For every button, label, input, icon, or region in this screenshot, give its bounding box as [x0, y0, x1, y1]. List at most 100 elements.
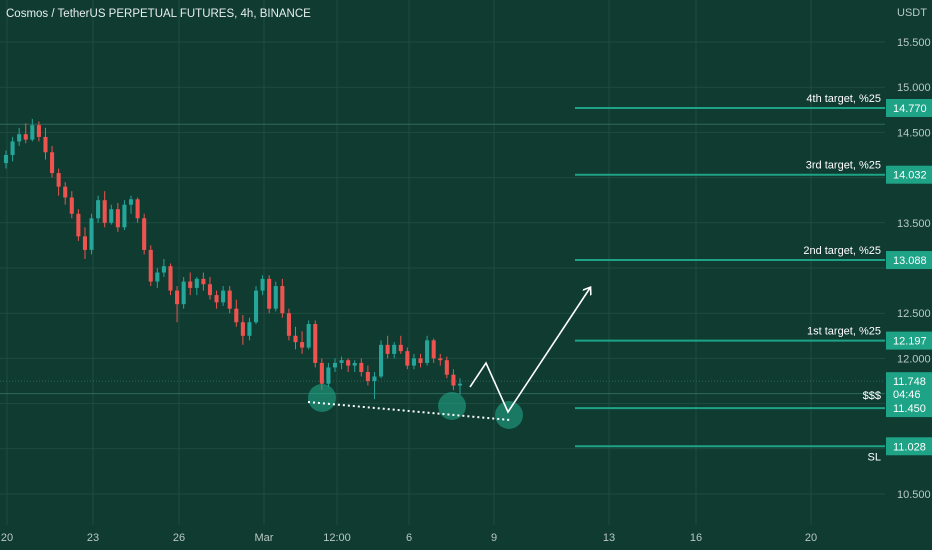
- candle: [346, 358, 351, 372]
- candle-body: [405, 351, 410, 366]
- candle-body: [438, 358, 443, 361]
- candle: [451, 369, 456, 391]
- liquidity-circle-1: [308, 384, 336, 412]
- candle-body: [332, 362, 338, 368]
- time-tick-label: 16: [690, 532, 702, 544]
- candle: [115, 202, 120, 232]
- candle-body: [457, 383, 463, 386]
- levels-layer: 4th target, %25 3rd target, %25 2nd target…: [575, 93, 885, 463]
- candle: [247, 317, 252, 341]
- candle: [96, 195, 101, 223]
- candle: [161, 258, 166, 278]
- current-price-tag: [886, 372, 932, 403]
- level-price-tag: [886, 165, 932, 184]
- candle: [280, 278, 285, 318]
- time-tick-label: 6: [406, 532, 412, 544]
- price-axis[interactable]: 15.500 15.000 14.500 13.500 12.500 12.000 10.5…: [897, 7, 931, 501]
- candle: [405, 347, 410, 370]
- time-tick-label: 12:00: [323, 532, 351, 544]
- level-price-text: 14.770: [893, 103, 927, 115]
- candle-body: [148, 249, 153, 282]
- candle: [267, 275, 272, 314]
- currency-label: USDT: [897, 7, 927, 19]
- candle-body: [379, 344, 384, 377]
- candle-body: [214, 295, 219, 303]
- level-label: SL: [868, 451, 881, 463]
- level-price-tag: [886, 399, 932, 418]
- candle-body: [96, 200, 101, 219]
- candle-body: [89, 218, 94, 250]
- level-price-text: 13.088: [893, 255, 927, 267]
- candle-body: [188, 281, 193, 288]
- level-price-tag: [886, 98, 932, 117]
- candle-body: [63, 186, 68, 198]
- candle-body: [372, 376, 377, 381]
- price-tick-label: 13.500: [897, 218, 931, 230]
- time-tick-label: 23: [87, 532, 99, 544]
- level-label: $$$: [863, 390, 881, 402]
- time-tick-label: 20: [805, 532, 817, 544]
- candle: [10, 136, 15, 162]
- candle-body: [247, 322, 252, 336]
- candle: [260, 275, 265, 296]
- candle-body: [36, 125, 41, 137]
- price-tick-label: 12.500: [897, 308, 931, 320]
- candle: [418, 353, 423, 368]
- time-axis[interactable]: 20 23 26 Mar 12:00 6 9 13 16 20: [1, 532, 817, 544]
- candle-body: [365, 371, 370, 381]
- candle: [372, 371, 377, 400]
- candle: [273, 281, 278, 312]
- candle: [207, 277, 213, 300]
- candle-body: [23, 134, 28, 140]
- candle-body: [293, 335, 298, 343]
- candle-body: [175, 290, 180, 305]
- candle: [135, 197, 140, 223]
- candle-body: [155, 272, 160, 282]
- candle: [188, 272, 193, 296]
- grid-layer: [0, 0, 885, 525]
- candle: [214, 290, 219, 309]
- candle: [359, 358, 364, 377]
- candle: [201, 272, 206, 291]
- candle-body: [273, 286, 278, 309]
- annotation-layer: [307, 288, 590, 429]
- candle-body: [30, 125, 35, 140]
- candle: [36, 121, 41, 142]
- candle-body: [43, 136, 48, 153]
- candle: [457, 378, 463, 395]
- candle: [444, 356, 449, 379]
- candle-body: [10, 141, 15, 155]
- candle: [300, 331, 305, 354]
- candle-body: [142, 218, 147, 250]
- candle-body: [128, 199, 134, 205]
- level-price-tag: [886, 331, 932, 350]
- candle: [23, 123, 28, 144]
- candle: [17, 127, 22, 146]
- candle: [227, 286, 232, 314]
- time-tick-label: 26: [173, 532, 185, 544]
- candle: [122, 200, 127, 231]
- time-tick-label: 9: [491, 532, 497, 544]
- candle-body: [313, 324, 318, 363]
- time-tick-label: 13: [603, 532, 615, 544]
- candle-body: [56, 173, 61, 187]
- candle-body: [411, 358, 416, 366]
- candle-body: [398, 344, 403, 352]
- price-tick-label: 15.000: [897, 82, 931, 94]
- candle-body: [201, 278, 206, 285]
- candle-body: [326, 367, 331, 384]
- candle-body: [253, 290, 259, 323]
- candle: [313, 320, 318, 368]
- candle-body: [300, 342, 305, 348]
- candle: [155, 268, 160, 288]
- candle: [253, 286, 259, 325]
- price-tags: 14.770 14.032 13.088 12.197 11.450 11.028 11.7…: [886, 98, 932, 456]
- candle-body: [385, 344, 390, 354]
- candle: [43, 127, 48, 160]
- chart-title: Cosmos / TetherUS PERPETUAL FUTURES, 4h,…: [6, 8, 311, 20]
- candle: [411, 353, 416, 370]
- candle: [50, 145, 55, 178]
- candle-body: [260, 278, 265, 291]
- price-tick-label: 10.500: [897, 489, 931, 501]
